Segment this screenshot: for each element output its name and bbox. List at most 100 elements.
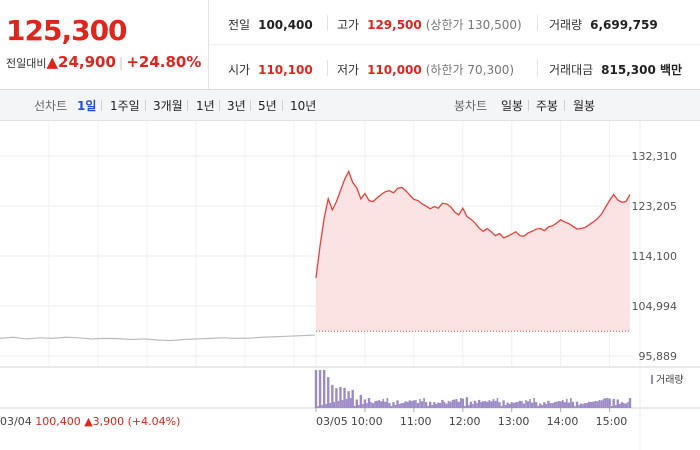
tab-1-day[interactable]: 1일 (77, 99, 97, 113)
volume-bar (624, 403, 628, 408)
volume-bar (404, 401, 407, 408)
volume-bar (537, 406, 540, 408)
tab-10-years[interactable]: 10년 (290, 99, 317, 113)
tab-5-years[interactable]: 5년 (258, 99, 277, 113)
x-tick-label: 11:00 (400, 415, 432, 428)
stat-open: 시가 110,100 (228, 61, 313, 78)
stat-volume-label: 거래량 (549, 18, 583, 32)
volume-bar (533, 398, 535, 408)
volume-bar (335, 388, 338, 408)
volume-bar (455, 399, 458, 408)
tab-monthly-candle[interactable]: 월봉 (573, 99, 596, 113)
volume-bar (600, 400, 603, 408)
volume-bar (343, 387, 346, 408)
volume-bar (592, 401, 595, 408)
volume-bar (506, 402, 509, 408)
volume-bar (419, 399, 421, 408)
volume-bar (608, 398, 611, 408)
stat-amount-label: 거래대금 (549, 63, 594, 77)
volume-bar (583, 403, 587, 408)
stat-divider (327, 15, 328, 31)
volume-bar (574, 406, 576, 408)
stat-low-value: 110,000 (367, 63, 422, 77)
y-tick-label: 95,889 (639, 350, 678, 363)
volume-bar (380, 401, 383, 408)
prev-day-line (0, 334, 316, 342)
volume-bar (539, 403, 542, 408)
volume-bar (378, 400, 381, 408)
volume-bar (518, 400, 522, 408)
volume-bar (492, 399, 495, 408)
volume-bar (578, 405, 580, 408)
change-amount: 24,900 (58, 53, 116, 71)
stat-prev-close-label: 전일 (228, 18, 251, 32)
stat-high: 고가 129,500 (상한가 130,500) (337, 16, 522, 33)
volume-bar (431, 405, 434, 408)
y-tick-label: 104,994 (632, 300, 678, 313)
volume-bar (565, 399, 568, 408)
tab-3-months[interactable]: 3개월 (153, 99, 183, 113)
volume-bar (543, 402, 546, 408)
volume-bar (382, 399, 385, 408)
change-line: 전일대비▲24,900 | +24.80% (6, 53, 201, 71)
stat-amount: 거래대금 815,300 백만 (549, 61, 682, 78)
volume-bar (325, 404, 327, 408)
stat-high-limit: (상한가 130,500) (425, 18, 522, 32)
volume-bar (606, 398, 609, 408)
volume-bar (500, 406, 503, 408)
stat-volume: 거래량 6,699,759 (549, 16, 658, 33)
volume-bar (541, 405, 544, 408)
stat-open-value: 110,100 (258, 63, 313, 77)
tab-divider (564, 100, 565, 111)
x-tick-label: 13:00 (498, 415, 530, 428)
tab-1-week[interactable]: 1주일 (110, 99, 140, 113)
volume-bar (588, 401, 591, 408)
volume-bar (596, 401, 599, 408)
current-price: 125,300 (6, 14, 128, 47)
volume-bar (590, 402, 593, 408)
x-tick-label: 14:00 (547, 415, 579, 428)
y-axis-labels: 132,310 123,205 114,100 104,994 95,889 (632, 150, 678, 363)
volume-bar (486, 401, 489, 408)
volume-bar (522, 403, 526, 408)
tab-daily-candle[interactable]: 일봉 (501, 99, 524, 113)
volume-bar (392, 402, 395, 408)
volume-bar (517, 402, 519, 408)
volume-bar (547, 400, 550, 408)
tab-weekly-candle[interactable]: 주봉 (536, 99, 559, 113)
volume-bar (345, 399, 348, 408)
volume-bar (437, 402, 440, 408)
volume-bar (567, 402, 571, 408)
x-axis-labels: 03/04 100,400 ▲3,900 (+4.04%) 03/05 10:00 1… (0, 408, 627, 428)
volume-bar (321, 405, 323, 408)
volume-bar (333, 402, 336, 408)
volume-bar (526, 401, 530, 408)
tab-divider (250, 100, 251, 111)
volume-bar (602, 399, 605, 408)
volume-bar (549, 403, 552, 408)
volume-bar (529, 399, 531, 408)
volume-bar (416, 403, 420, 408)
volume-bar (586, 403, 588, 408)
stat-row-divider (209, 44, 700, 45)
volume-bar (371, 403, 375, 408)
volume-bar (406, 402, 409, 408)
volume-bar (341, 400, 344, 408)
x-tick-label: 10:00 (351, 415, 383, 428)
tab-3-years[interactable]: 3년 (227, 99, 246, 113)
volume-bar (424, 402, 428, 408)
stat-high-label: 고가 (337, 18, 360, 32)
volume-bar (545, 404, 548, 408)
volume-bar (473, 400, 477, 408)
volume-bar (433, 402, 436, 408)
volume-bar (512, 403, 515, 408)
tab-1-year[interactable]: 1년 (196, 99, 215, 113)
quote-header: 125,300 전일대비▲24,900 | +24.80% 전일 100,400 고가… (0, 0, 700, 90)
volume-bar (337, 401, 340, 408)
stat-low-limit: (하한가 70,300) (425, 63, 515, 77)
volume-bar (435, 404, 438, 408)
chart-period-tabs: 선차트 1일 1주일 3개월 1년 3년 5년 10년 봉차트 일봉 주봉 월봉 (0, 90, 700, 121)
volume-bar (623, 403, 625, 408)
up-triangle-icon: ▲ (46, 53, 59, 71)
volume-bar (453, 399, 456, 408)
